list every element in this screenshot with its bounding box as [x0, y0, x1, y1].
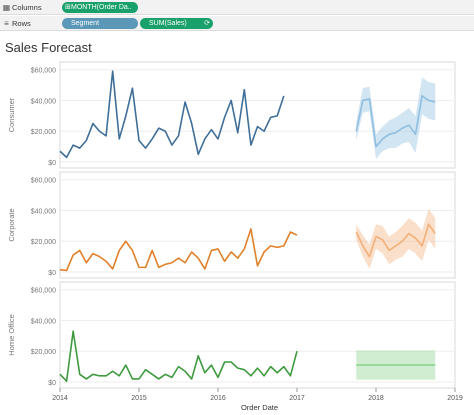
forecast-band: [356, 208, 436, 269]
y-tick-label: $40,000: [31, 208, 56, 215]
continuous-date-icon: ⊞: [65, 4, 71, 11]
y-tick-label: $0: [48, 270, 56, 277]
x-tick-label: 2018: [368, 395, 384, 402]
actual-sales-line: [59, 70, 285, 159]
x-axis-title: Order Date: [241, 403, 278, 412]
pane-border: [59, 171, 456, 279]
segment-label: Consumer: [7, 97, 16, 132]
pane-border: [59, 281, 456, 389]
y-tick-label: $40,000: [31, 318, 56, 325]
month-order-date-pill[interactable]: ⊞ MONTH(Order Da..: [62, 2, 138, 13]
y-tick-label: $60,000: [31, 68, 56, 75]
columns-shelf: ▦ Columns ⊞ MONTH(Order Da..: [0, 0, 474, 15]
y-tick-label: $60,000: [31, 178, 56, 185]
x-tick-label: 2017: [289, 395, 305, 402]
y-tick-label: $20,000: [31, 239, 56, 246]
forecast-sales-line: [355, 95, 436, 148]
rows-list-icon: ≡: [4, 19, 9, 28]
actual-sales-line: [59, 330, 298, 383]
segment-pill[interactable]: Segment: [62, 18, 138, 29]
rows-shelf: ≡ Rows Segment SUM(Sales) ⟳: [0, 16, 474, 31]
y-tick-label: $60,000: [31, 288, 56, 295]
rows-shelf-label: Rows: [12, 19, 31, 28]
x-tick-label: 2015: [131, 395, 147, 402]
segment-label: Home Office: [7, 314, 16, 356]
y-tick-label: $0: [48, 380, 56, 387]
actual-sales-line: [59, 228, 298, 272]
x-tick-label: 2019: [447, 395, 463, 402]
y-tick-label: $20,000: [31, 349, 56, 356]
forecast-band: [356, 77, 436, 159]
x-tick-label: 2014: [52, 395, 68, 402]
segment-label: Corporate: [7, 208, 16, 241]
sum-sales-pill-label: SUM(Sales): [149, 20, 187, 27]
y-tick-label: $0: [48, 160, 56, 167]
columns-grid-icon: ▦: [2, 3, 11, 12]
pane-border: [59, 61, 456, 169]
columns-shelf-label: Columns: [12, 3, 42, 12]
month-order-date-pill-label: MONTH(Order Da..: [71, 4, 132, 11]
x-tick-label: 2016: [210, 395, 226, 402]
forecast-sales-line: [355, 223, 436, 258]
sum-sales-pill[interactable]: SUM(Sales) ⟳: [140, 18, 213, 29]
y-tick-label: $20,000: [31, 129, 56, 136]
chart-title: Sales Forecast: [5, 40, 92, 55]
segment-pill-label: Segment: [71, 20, 100, 27]
y-tick-label: $40,000: [31, 98, 56, 105]
forecast-icon: ⟳: [204, 20, 210, 27]
